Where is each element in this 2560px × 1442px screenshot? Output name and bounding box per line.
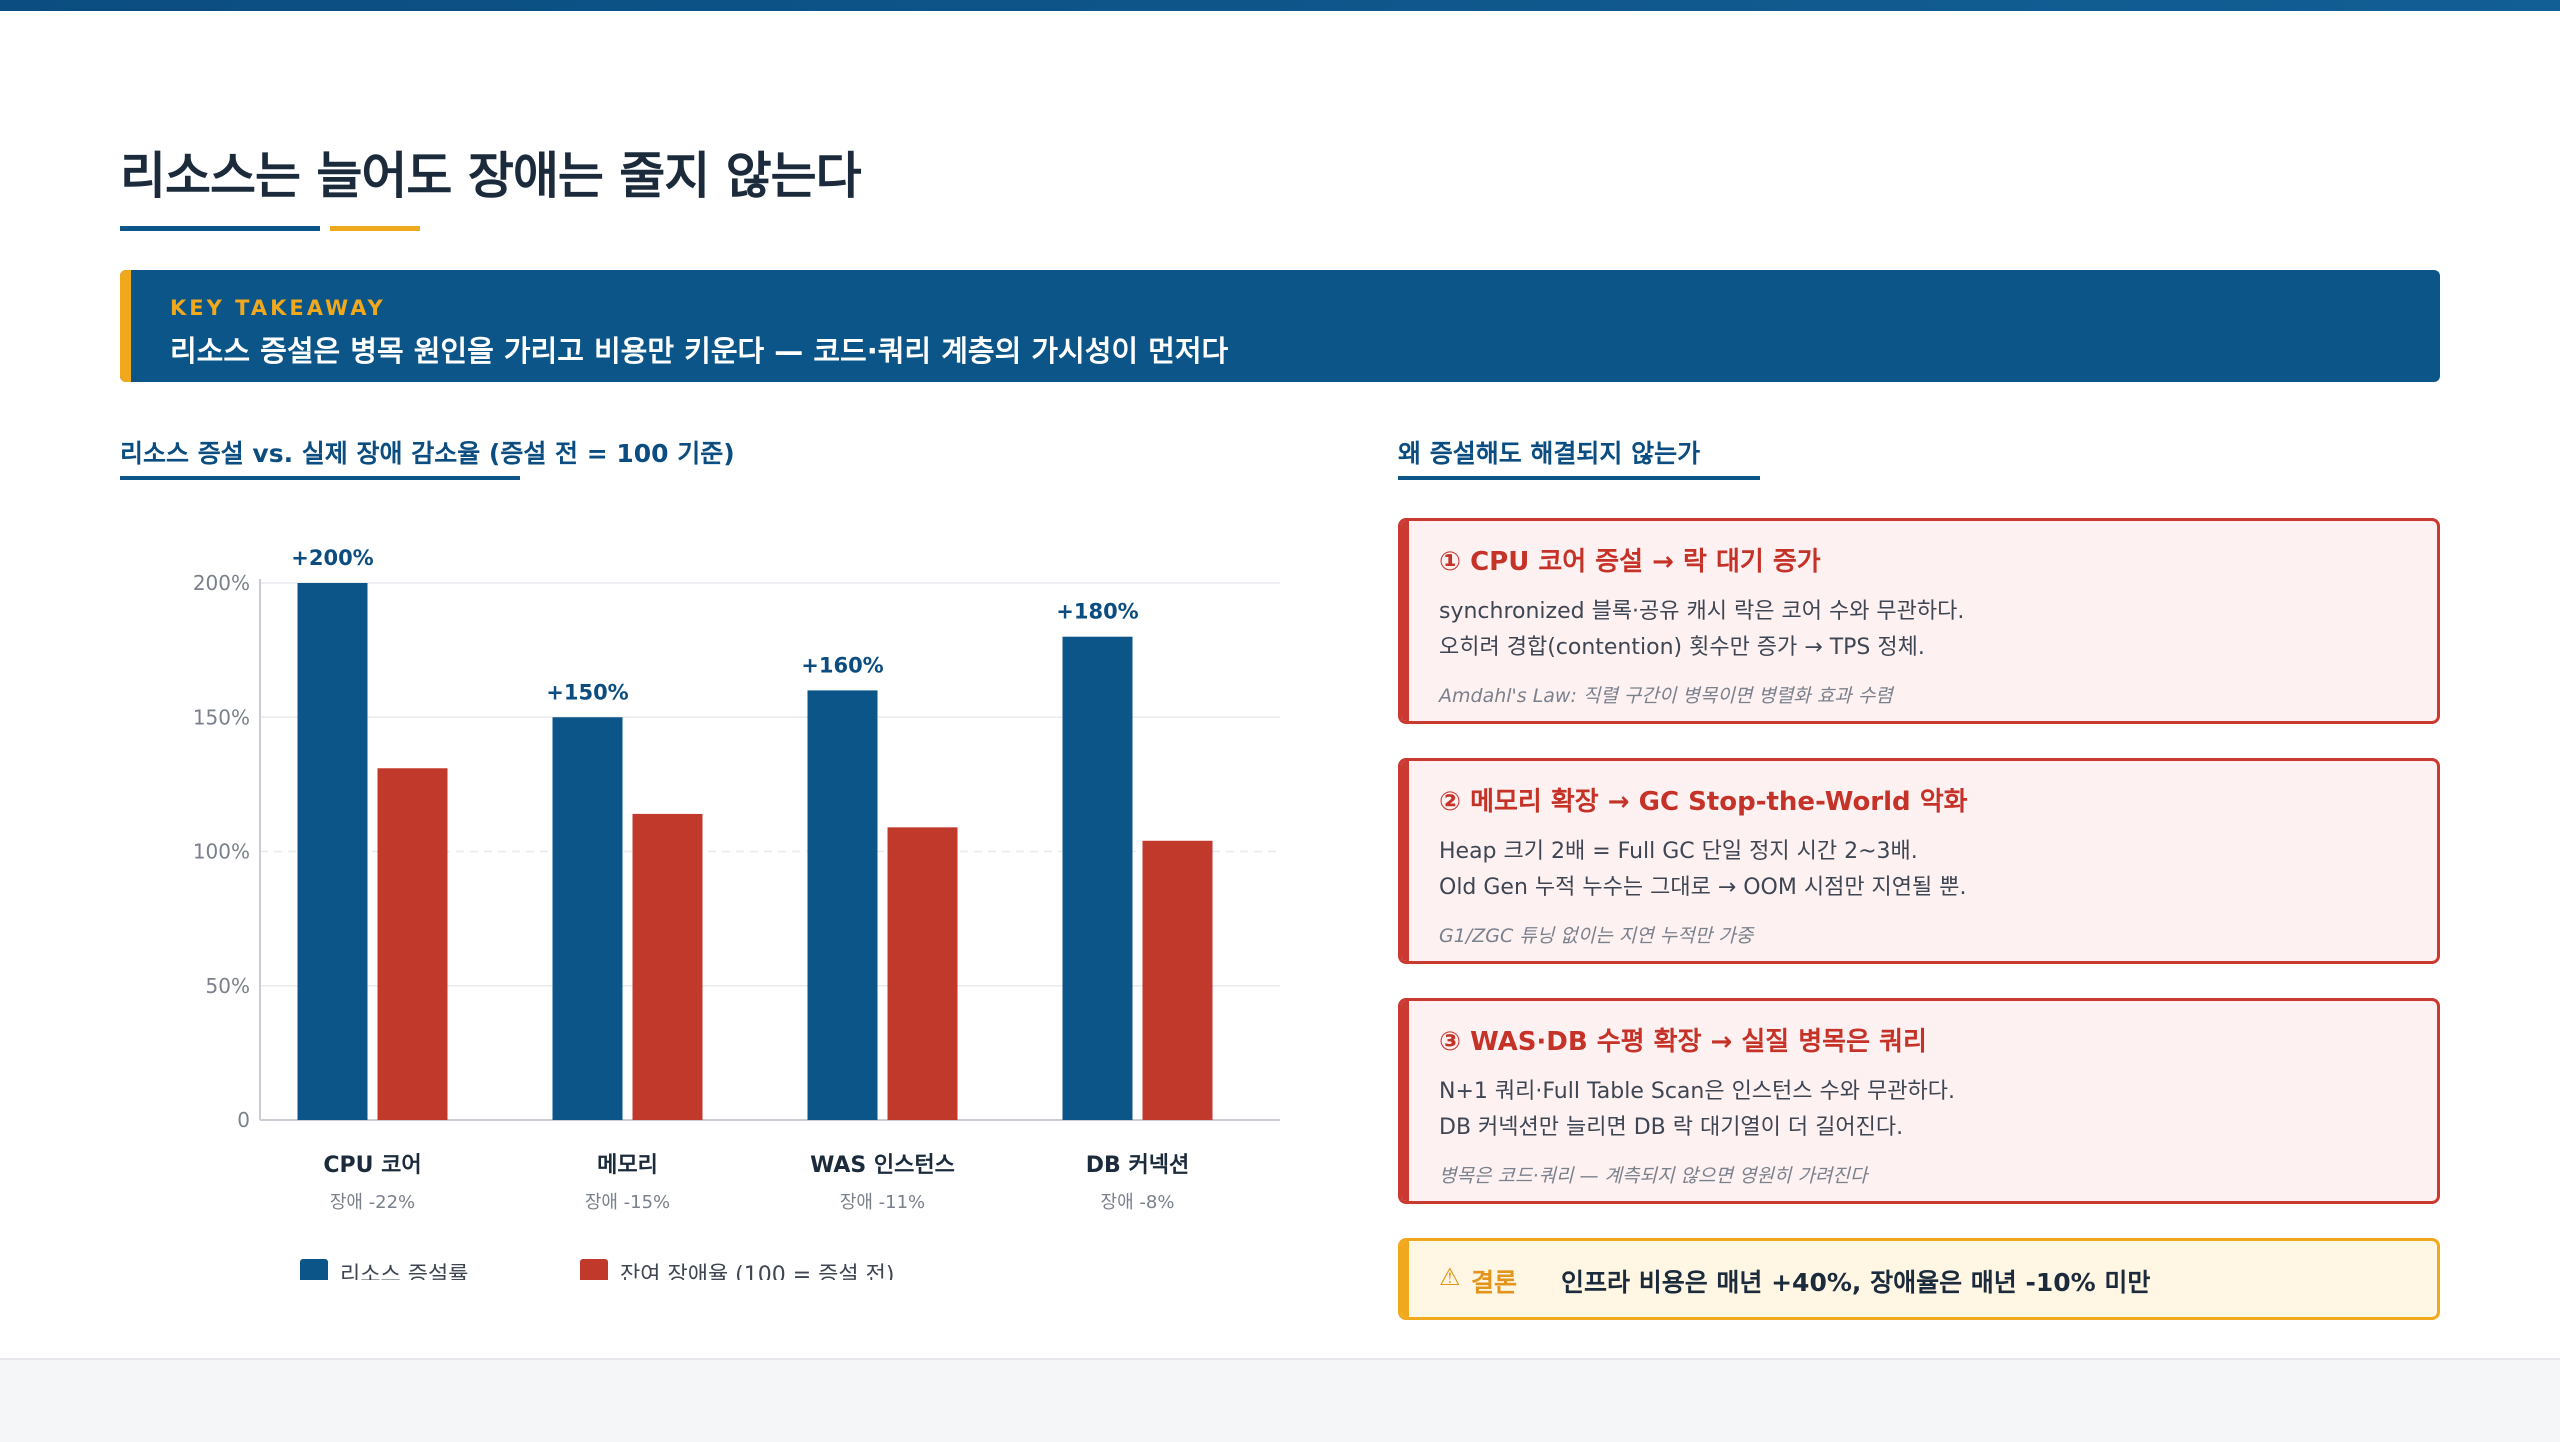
reasons-section-title: 왜 증설해도 해결되지 않는가 [1398, 439, 1701, 468]
title-underline-accent [330, 226, 420, 231]
y-tick-label: 0 [237, 1108, 250, 1132]
page-title: 리소스는 늘어도 장애는 줄지 않는다 [120, 147, 862, 205]
legend-swatch [580, 1259, 608, 1280]
chart-section-title: 리소스 증설 vs. 실제 장애 감소율 (증설 전 = 100 기준) [120, 439, 735, 468]
bar-resource-increase [1062, 636, 1133, 1120]
x-tick-label: DB 커넥션 [1086, 1153, 1189, 1178]
x-tick-label: 메모리 [597, 1153, 658, 1178]
key-takeaway-banner: KEY TAKEAWAY 리소스 증설은 병목 원인을 가리고 비용만 키운다 … [120, 270, 2440, 382]
legend-swatch [300, 1259, 328, 1280]
takeaway-label: KEY TAKEAWAY [170, 296, 386, 320]
data-label: +180% [1056, 600, 1138, 624]
y-tick-label: 150% [193, 705, 250, 729]
reason-card-cpu: ① CPU 코어 증설 → 락 대기 증가 synchronized 블록·공유… [1398, 518, 2440, 724]
card-accent-bar [1401, 1001, 1409, 1201]
x-sub-label: 장애 -22% [330, 1192, 415, 1213]
x-sub-label: 장애 -15% [585, 1192, 670, 1213]
legend-label: 리소스 증설률 [340, 1263, 468, 1280]
top-accent-bar [0, 0, 2560, 11]
legend-label: 잔여 장애율 (100 = 증설 전) [620, 1263, 894, 1280]
takeaway-accent-bar [120, 270, 131, 382]
bar-residual-incident [632, 813, 703, 1120]
bar-residual-incident [1142, 840, 1213, 1120]
card-text-line: 오히려 경합(contention) 횟수만 증가 → TPS 정체. [1439, 635, 1925, 660]
footer-strip [0, 1358, 2560, 1442]
card-text-line: N+1 쿼리·Full Table Scan은 인스턴스 수와 무관하다. [1439, 1079, 1955, 1104]
bar-resource-increase [807, 690, 878, 1120]
card-title: ① CPU 코어 증설 → 락 대기 증가 [1439, 547, 1821, 577]
card-title: ③ WAS·DB 수평 확장 → 실질 병목은 쿼리 [1439, 1027, 1927, 1057]
card-accent-bar [1401, 521, 1409, 721]
warning-icon: ⚠ [1439, 1263, 1461, 1291]
conclusion-box: ⚠ 결론 인프라 비용은 매년 +40%, 장애율은 매년 -10% 미만 [1398, 1238, 2440, 1320]
bar-residual-incident [887, 827, 958, 1120]
bar-residual-incident [377, 768, 448, 1120]
data-label: +200% [291, 546, 373, 570]
card-text-line: DB 커넥션만 늘리면 DB 락 대기열이 더 길어진다. [1439, 1115, 1904, 1140]
card-note: Amdahl's Law: 직렬 구간이 병목이면 병렬화 효과 수렴 [1439, 685, 1893, 707]
card-text-line: Heap 크기 2배 = Full GC 단일 정지 시간 2~3배. [1439, 839, 1918, 864]
bar-resource-increase [297, 583, 368, 1120]
data-label: +150% [546, 680, 628, 704]
conclusion-label: 결론 [1471, 1268, 1518, 1297]
conclusion-accent-bar [1401, 1241, 1409, 1317]
card-text-line: Old Gen 누적 누수는 그대로 → OOM 시점만 지연될 뿐. [1439, 875, 1967, 900]
title-underline-primary [120, 226, 320, 231]
x-sub-label: 장애 -8% [1101, 1192, 1175, 1213]
y-tick-label: 100% [193, 840, 250, 864]
x-tick-label: WAS 인스턴스 [810, 1153, 955, 1178]
card-note: 병목은 코드·쿼리 — 계측되지 않으면 영원히 가려진다 [1439, 1165, 1868, 1187]
reasons-section-underline [1398, 476, 1760, 480]
data-label: +160% [801, 653, 883, 677]
chart-section-underline [120, 476, 520, 480]
y-tick-label: 50% [206, 974, 250, 998]
x-sub-label: 장애 -11% [840, 1192, 925, 1213]
conclusion-text: 인프라 비용은 매년 +40%, 장애율은 매년 -10% 미만 [1561, 1268, 2151, 1297]
card-text-line: synchronized 블록·공유 캐시 락은 코어 수와 무관하다. [1439, 599, 1965, 624]
reason-card-memory: ② 메모리 확장 → GC Stop-the-World 악화 Heap 크기 … [1398, 758, 2440, 964]
bar-resource-increase [552, 717, 623, 1120]
x-tick-label: CPU 코어 [323, 1153, 421, 1178]
y-tick-label: 200% [193, 571, 250, 595]
reason-card-scaleout: ③ WAS·DB 수평 확장 → 실질 병목은 쿼리 N+1 쿼리·Full T… [1398, 998, 2440, 1204]
card-title: ② 메모리 확장 → GC Stop-the-World 악화 [1439, 787, 1968, 817]
card-accent-bar [1401, 761, 1409, 961]
takeaway-text: 리소스 증설은 병목 원인을 가리고 비용만 키운다 — 코드·쿼리 계층의 가… [170, 334, 1229, 368]
card-note: G1/ZGC 튜닝 없이는 지연 누적만 가중 [1439, 925, 1754, 947]
